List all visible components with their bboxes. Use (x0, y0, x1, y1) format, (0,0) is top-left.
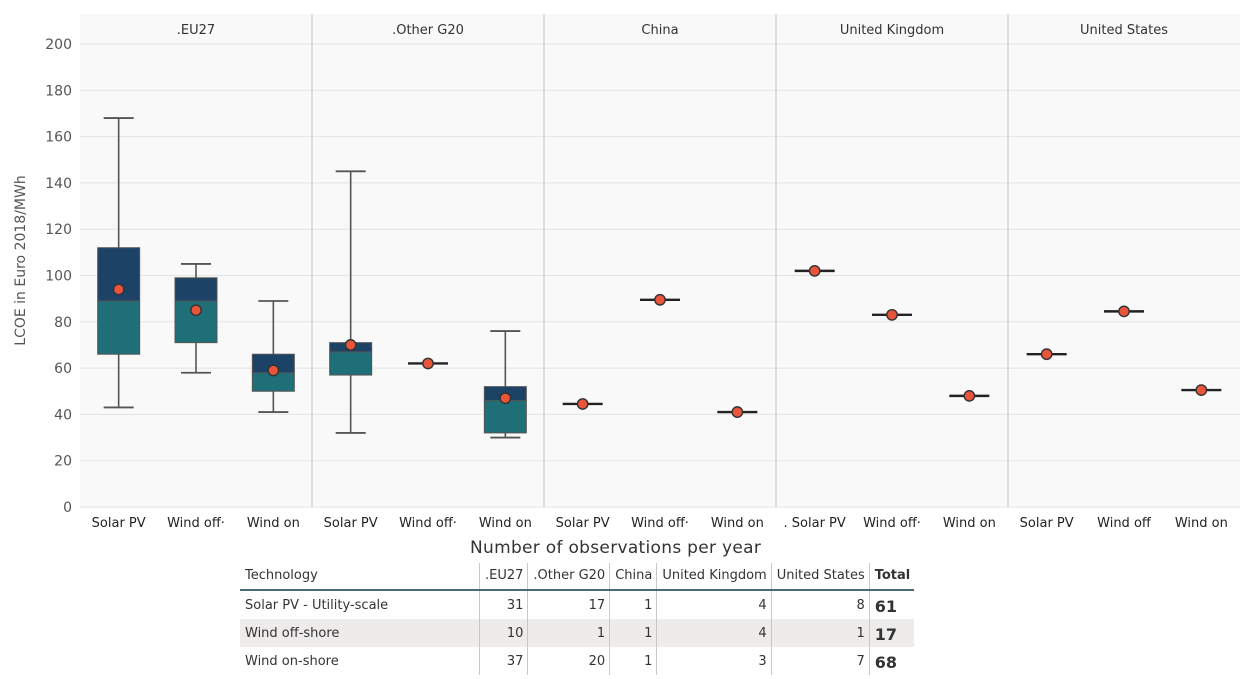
cell-eu27: 31 (479, 590, 529, 619)
y-tick-label: 100 (45, 269, 72, 285)
table-title: Number of observations per year (470, 538, 762, 558)
mean-marker (963, 389, 976, 402)
y-tick-label: 180 (45, 83, 72, 99)
cell-united-kingdom: 4 (656, 619, 772, 647)
panel-title: United States (1080, 23, 1168, 38)
cell-total: 61 (874, 597, 897, 616)
panel-background (1008, 14, 1240, 507)
y-tick-label: 80 (54, 315, 72, 331)
cell-eu27: 37 (479, 647, 529, 675)
cell-united-kingdom: 3 (656, 647, 772, 675)
header-united-kingdom: United Kingdom (656, 563, 772, 591)
cell-china: 1 (609, 590, 658, 619)
category-label: Wind off· (399, 516, 457, 531)
mean-marker (576, 398, 589, 410)
box-lower-half (329, 351, 373, 376)
mean-marker (1118, 305, 1130, 318)
mean-marker (731, 406, 744, 418)
category-label: Wind on (711, 516, 764, 531)
mean-marker (1040, 348, 1053, 361)
y-axis-label: LCOE in Euro 2018/MWh (13, 175, 29, 345)
category-label: Solar PV (1020, 516, 1074, 531)
category-label: Solar PV (324, 516, 378, 531)
category-label: Wind off· (631, 516, 689, 531)
y-tick-label: 140 (45, 176, 72, 192)
category-label: Wind on (479, 516, 532, 531)
panel-background (776, 14, 1008, 507)
panel-title: .Other G20 (392, 23, 464, 38)
panel-title: United Kingdom (840, 23, 944, 38)
header-china: China (609, 563, 658, 591)
cell-other-g20: 17 (527, 590, 611, 619)
category-label: Wind off· (167, 516, 225, 531)
table-header-row: Technology .EU27 .Other G20 China United… (240, 563, 915, 591)
mean-marker (422, 357, 434, 370)
category-label: Wind on (943, 516, 996, 531)
category-label: Solar PV (92, 516, 146, 531)
cell-technology: Wind on-shore (240, 647, 480, 675)
y-tick-label: 160 (45, 130, 72, 146)
cell-total: 68 (874, 653, 897, 672)
cell-united-kingdom: 4 (656, 590, 772, 619)
mean-marker (267, 364, 280, 377)
cell-china: 1 (609, 647, 658, 675)
y-tick-label: 0 (63, 500, 72, 516)
category-label: Wind on (1175, 516, 1228, 531)
y-tick-label: 20 (54, 454, 72, 470)
category-label: Wind on (247, 516, 300, 531)
table-row: Wind off-shore 10 1 1 4 1 17 (240, 619, 915, 647)
panel-title: China (641, 23, 678, 38)
mean-marker (654, 293, 666, 306)
cell-united-states: 7 (771, 647, 870, 675)
header-eu27: .EU27 (479, 563, 529, 591)
header-other-g20: .Other G20 (527, 563, 611, 591)
y-tick-label: 120 (45, 222, 72, 238)
cell-china: 1 (609, 619, 658, 647)
mean-marker (1195, 384, 1208, 396)
y-tick-label: 200 (45, 37, 72, 53)
category-label: Solar PV (556, 516, 610, 531)
cell-other-g20: 1 (527, 619, 611, 647)
cell-eu27: 10 (479, 619, 529, 647)
category-label: . Solar PV (784, 516, 846, 531)
box-lower-half (97, 300, 141, 355)
box-plot-chart: 0 20 40 60 80 100 120 140 160 180 200 LCOE in Euro … (13, 14, 1240, 531)
mean-marker (886, 308, 898, 321)
mean-marker (808, 264, 821, 277)
mean-marker (112, 283, 125, 296)
panel-background (544, 14, 776, 507)
cell-united-states: 1 (771, 619, 870, 647)
cell-other-g20: 20 (527, 647, 611, 675)
mean-marker (344, 339, 357, 351)
cell-total: 17 (869, 619, 915, 647)
y-tick-label: 60 (54, 361, 72, 377)
cell-united-states: 8 (771, 590, 870, 619)
table-row: Solar PV - Utility-scale 31 17 1 4 8 61 (240, 590, 914, 619)
category-label: Wind off· (863, 516, 921, 531)
category-label: Wind off (1097, 516, 1152, 531)
panel-title: .EU27 (177, 23, 215, 38)
box-upper-half (174, 277, 218, 302)
cell-technology: Wind off-shore (240, 619, 480, 647)
table-row: Wind on-shore 37 20 1 3 7 68 (240, 647, 914, 675)
header-united-states: United States (771, 563, 870, 591)
header-total: Total (869, 563, 915, 591)
observations-table: Technology .EU27 .Other G20 China United… (240, 563, 915, 675)
header-technology: Technology (240, 563, 480, 591)
cell-technology: Solar PV - Utility-scale (240, 590, 480, 619)
mean-marker (499, 392, 512, 405)
mean-marker (190, 304, 202, 317)
y-tick-label: 40 (54, 407, 72, 423)
box-lower-half (483, 400, 527, 434)
